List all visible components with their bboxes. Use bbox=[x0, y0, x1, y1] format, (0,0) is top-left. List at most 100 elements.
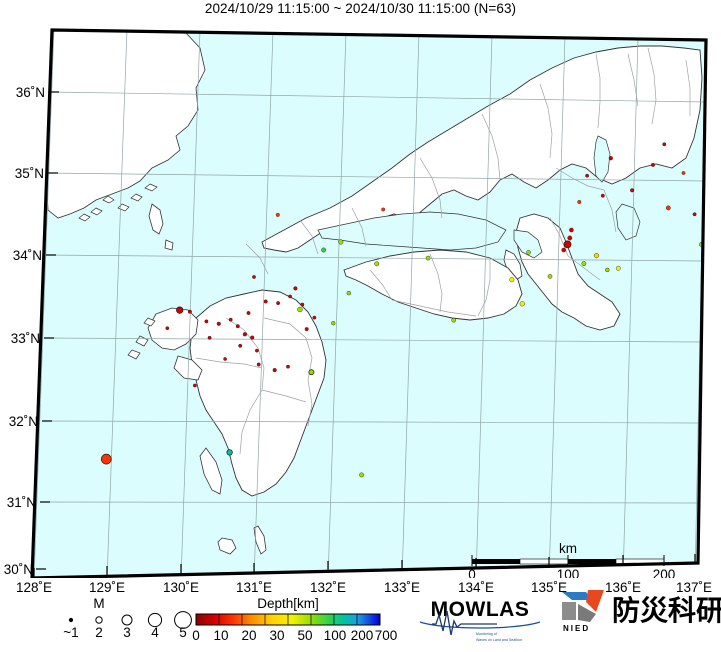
epicenter-marker[interactable] bbox=[509, 277, 515, 283]
epicenter-marker[interactable] bbox=[176, 306, 184, 314]
nied-japanese-name: 防災科研 bbox=[612, 595, 721, 626]
epicenter-marker[interactable] bbox=[275, 212, 280, 217]
depth-tick-700: 700 bbox=[375, 628, 398, 643]
map-svg[interactable]: km 0 100 200 36˚N 35˚N 34˚N 33˚N 32˚N 31… bbox=[0, 18, 721, 578]
epicenter-marker[interactable] bbox=[665, 205, 671, 211]
scale-tick-0: 0 bbox=[468, 567, 476, 578]
epicenter-marker[interactable] bbox=[238, 343, 243, 348]
mowlas-tagline-1: Monitoring of bbox=[476, 632, 497, 636]
epicenter-marker[interactable] bbox=[346, 290, 351, 296]
shikoku-south-coast bbox=[384, 300, 418, 324]
magnitude-label-1: ~1 bbox=[63, 625, 78, 640]
epicenter-marker[interactable] bbox=[425, 255, 431, 261]
epicenter-marker[interactable] bbox=[304, 327, 309, 332]
epicenter-marker[interactable] bbox=[563, 240, 572, 249]
lon-label-132: 132˚E bbox=[310, 580, 346, 595]
depth-tick-50: 50 bbox=[297, 628, 312, 643]
epicenter-layer[interactable] bbox=[100, 142, 704, 478]
depth-tick-10: 10 bbox=[213, 628, 228, 643]
mowlas-logo: MOWLAS Monitoring of Waves on Land and S… bbox=[419, 598, 541, 642]
scale-tick-200: 200 bbox=[653, 567, 676, 578]
epicenter-marker[interactable] bbox=[692, 212, 697, 217]
epicenter-marker[interactable] bbox=[223, 357, 227, 361]
epicenter-marker[interactable] bbox=[569, 227, 574, 233]
nied-mark-red bbox=[586, 590, 604, 612]
epicenter-marker[interactable] bbox=[263, 299, 268, 304]
epicenter-marker[interactable] bbox=[593, 253, 600, 259]
lon-label-135: 135˚E bbox=[531, 580, 567, 595]
epicenter-marker[interactable] bbox=[297, 306, 303, 313]
epicenter-marker[interactable] bbox=[605, 267, 610, 273]
landmass-shikoku bbox=[343, 249, 523, 321]
ise-bay bbox=[615, 203, 641, 241]
lat-label-34: 34˚N bbox=[13, 248, 42, 263]
epicenter-marker[interactable] bbox=[300, 302, 305, 307]
epicenter-marker[interactable] bbox=[608, 156, 613, 161]
depth-tick-200: 200 bbox=[351, 628, 374, 643]
kyushu-satsuma bbox=[199, 447, 223, 495]
magnitude-legend: M ~1 2 3 4 5 bbox=[63, 596, 192, 640]
epicenter-marker[interactable] bbox=[293, 286, 298, 291]
epicenter-marker[interactable] bbox=[276, 301, 281, 306]
epicenter-marker[interactable] bbox=[681, 171, 686, 175]
magnitude-legend-circle bbox=[121, 614, 133, 626]
epicenter-marker[interactable] bbox=[165, 326, 170, 331]
magnitude-legend-circle bbox=[95, 616, 103, 624]
epicenter-marker[interactable] bbox=[519, 301, 525, 307]
epicenter-marker[interactable] bbox=[204, 319, 209, 324]
lon-label-136: 136˚E bbox=[605, 580, 641, 595]
epicenter-marker[interactable] bbox=[381, 207, 386, 212]
epicenter-marker[interactable] bbox=[331, 321, 336, 326]
graticule bbox=[33, 30, 706, 578]
lat-label-35: 35˚N bbox=[15, 166, 44, 181]
magnitude-label-4: 4 bbox=[151, 625, 159, 640]
epicenter-marker[interactable] bbox=[338, 239, 344, 245]
epicenter-marker[interactable] bbox=[600, 193, 605, 198]
nied-mark-blue bbox=[562, 592, 592, 600]
epicenter-marker[interactable] bbox=[226, 449, 233, 456]
epicenter-marker[interactable] bbox=[577, 200, 582, 204]
epicenter-marker[interactable] bbox=[216, 321, 221, 326]
prefecture-boundaries bbox=[195, 47, 691, 455]
legend-area: 128˚E 129˚E 130˚E 131˚E 132˚E 133˚E 134˚… bbox=[0, 578, 721, 652]
epicenter-marker[interactable] bbox=[288, 294, 292, 299]
epicenter-marker[interactable] bbox=[308, 369, 315, 376]
longitude-axis-ticks bbox=[33, 554, 696, 578]
epicenter-marker[interactable] bbox=[255, 348, 259, 353]
epicenter-marker[interactable] bbox=[207, 335, 212, 340]
epicenter-marker[interactable] bbox=[561, 247, 566, 253]
epicenter-marker[interactable] bbox=[272, 368, 277, 373]
epicenter-marker[interactable] bbox=[662, 142, 667, 147]
epicenter-marker[interactable] bbox=[312, 315, 317, 320]
epicenter-marker[interactable] bbox=[359, 472, 364, 478]
scale-tick-100: 100 bbox=[557, 567, 580, 578]
epicenter-marker[interactable] bbox=[286, 364, 290, 369]
epicenter-marker[interactable] bbox=[581, 261, 587, 267]
epicenter-marker[interactable] bbox=[235, 324, 240, 329]
epicenter-marker[interactable] bbox=[228, 317, 233, 322]
epicenter-marker[interactable] bbox=[242, 332, 247, 337]
lat-label-31: 31˚N bbox=[7, 495, 36, 510]
epicenter-marker[interactable] bbox=[250, 335, 255, 340]
epicenter-marker[interactable] bbox=[252, 275, 256, 279]
epicenter-marker[interactable] bbox=[651, 162, 655, 167]
epicenter-marker[interactable] bbox=[246, 311, 251, 315]
epicenter-marker[interactable] bbox=[100, 453, 112, 465]
korea-islands bbox=[78, 183, 158, 222]
epicenter-marker[interactable] bbox=[321, 247, 326, 253]
epicenter-marker[interactable] bbox=[585, 173, 589, 178]
scale-unit-label: km bbox=[559, 541, 577, 556]
epicenter-marker[interactable] bbox=[451, 317, 456, 323]
epicenter-marker[interactable] bbox=[256, 362, 261, 367]
epicenter-marker[interactable] bbox=[526, 250, 531, 255]
epicenter-marker[interactable] bbox=[374, 261, 380, 267]
epicenter-marker[interactable] bbox=[615, 265, 621, 271]
magnitude-legend-circle bbox=[68, 617, 74, 623]
epicenter-marker[interactable] bbox=[193, 383, 197, 388]
epicenter-marker[interactable] bbox=[630, 188, 635, 193]
epicenter-marker[interactable] bbox=[187, 309, 192, 314]
depth-tick-20: 20 bbox=[241, 628, 256, 643]
epicenter-marker[interactable] bbox=[567, 235, 573, 241]
epicenter-marker[interactable] bbox=[547, 274, 553, 279]
seismicity-map[interactable]: km 0 100 200 36˚N 35˚N 34˚N 33˚N 32˚N 31… bbox=[0, 18, 721, 578]
